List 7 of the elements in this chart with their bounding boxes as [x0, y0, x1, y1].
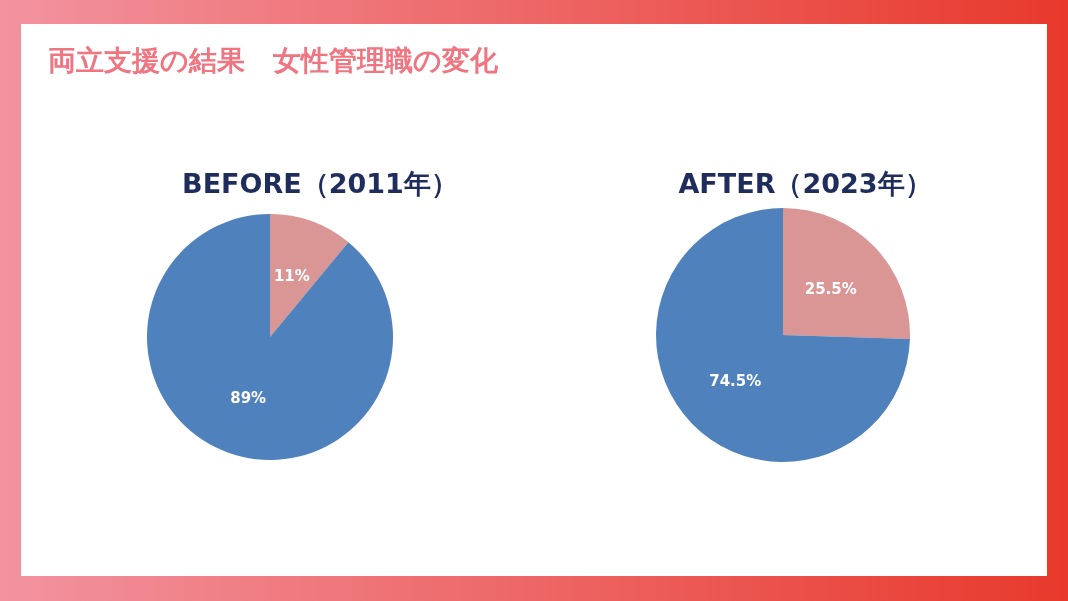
data-label: 74.5%	[709, 372, 762, 391]
data-label: 25.5%	[804, 279, 857, 298]
data-label: 89%	[230, 388, 267, 407]
data-label: 11%	[273, 267, 310, 286]
chart-title: AFTER（2023年）	[678, 168, 932, 199]
chart-title: BEFORE（2011年）	[182, 168, 458, 199]
text: 両立支援の結果 女性管理職の変化	[48, 43, 498, 79]
